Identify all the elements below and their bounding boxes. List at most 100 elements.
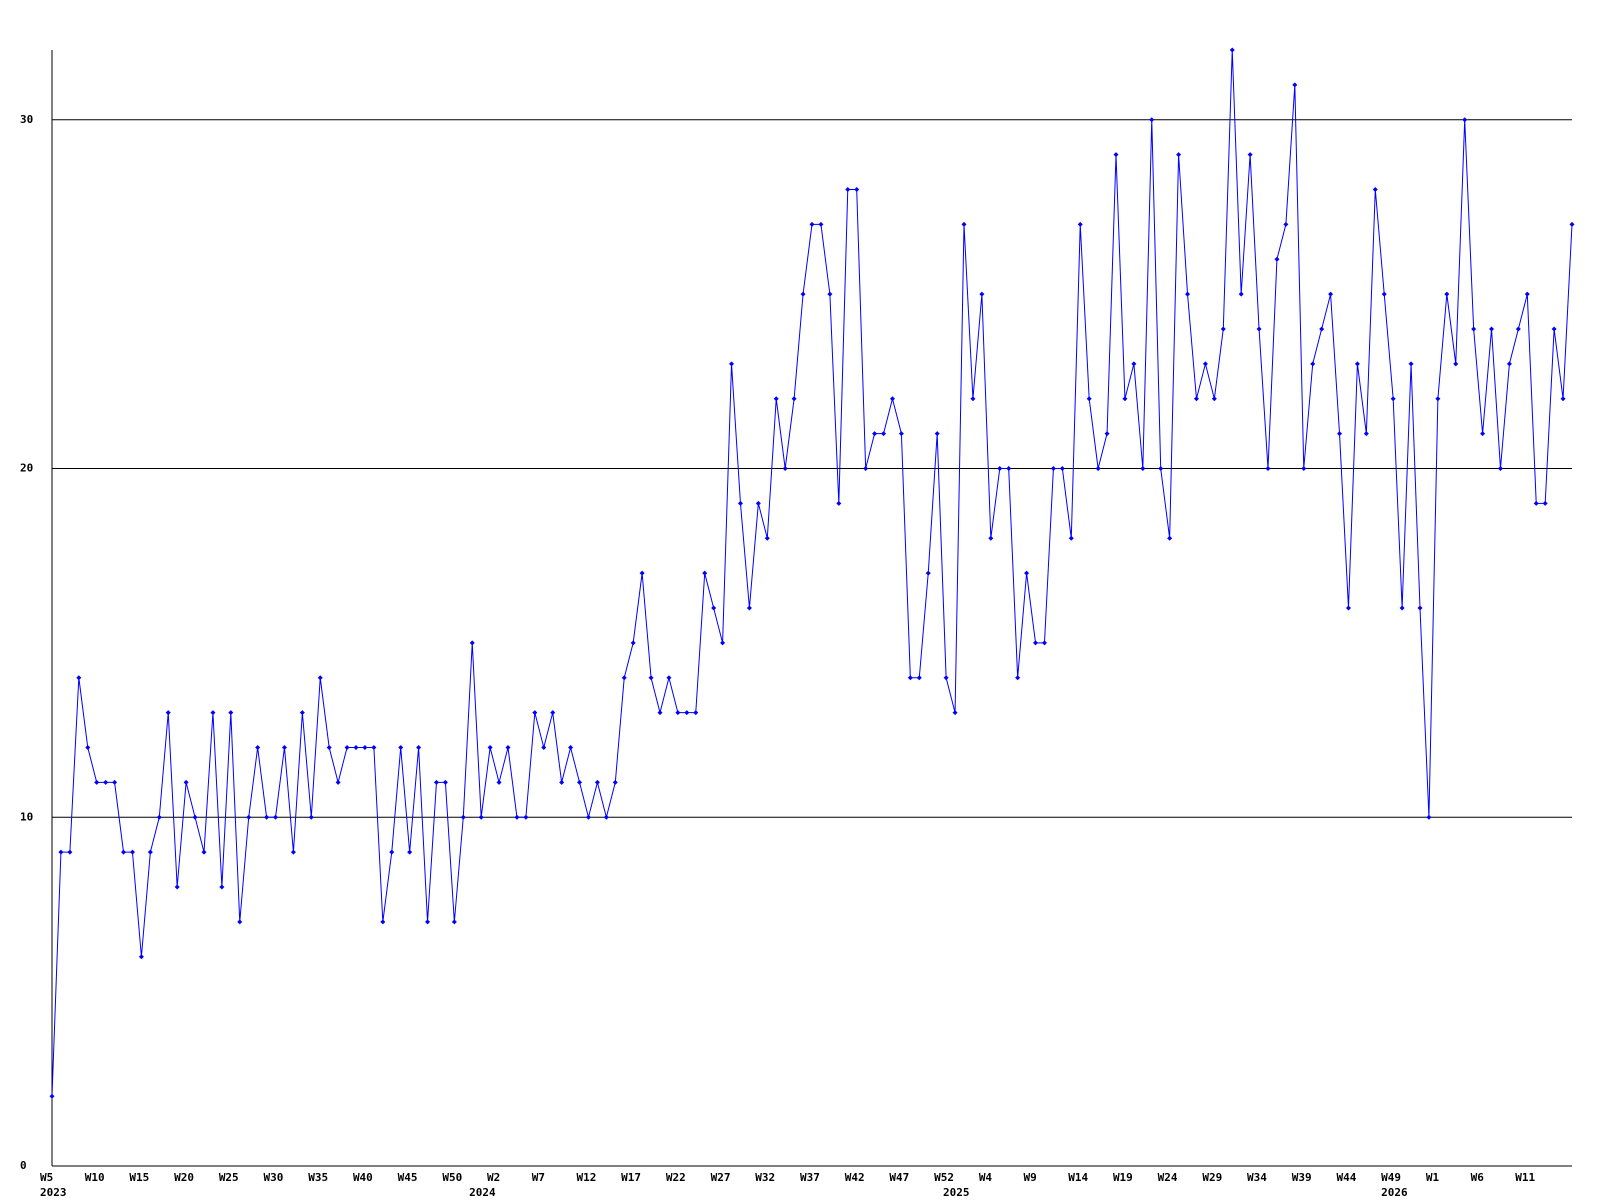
data-point	[764, 535, 770, 541]
x-tick-label: W12	[576, 1171, 596, 1184]
data-point	[129, 849, 135, 855]
data-point	[532, 710, 538, 716]
data-point	[165, 710, 171, 716]
data-point	[1068, 535, 1074, 541]
x-tick-label: W2	[487, 1171, 500, 1184]
data-point	[1426, 814, 1432, 820]
data-point	[559, 779, 565, 785]
x-year-label: 2025	[943, 1186, 970, 1199]
data-point	[693, 710, 699, 716]
x-tick-label: W34	[1247, 1171, 1267, 1184]
x-tick-label: W9	[1024, 1171, 1037, 1184]
data-point	[1390, 396, 1396, 402]
x-tick-label: W35	[308, 1171, 328, 1184]
data-point	[183, 779, 189, 785]
data-point	[1185, 291, 1191, 297]
data-line	[51, 49, 1573, 1097]
x-tick-label: W24	[1158, 1171, 1178, 1184]
data-point	[1140, 466, 1146, 471]
data-point	[845, 187, 851, 192]
data-point	[1220, 326, 1226, 332]
data-point	[103, 779, 109, 785]
data-point	[1283, 221, 1289, 227]
data-point	[487, 745, 493, 750]
data-point	[1041, 640, 1047, 646]
x-tick-label: W5	[40, 1171, 53, 1184]
data-point	[729, 361, 735, 367]
data-point	[872, 431, 878, 437]
data-point	[702, 570, 708, 576]
data-point	[1274, 256, 1280, 262]
data-point	[1354, 361, 1360, 367]
data-point	[603, 814, 609, 820]
data-point	[657, 710, 663, 716]
data-point	[1193, 396, 1199, 402]
x-tick-label: W42	[845, 1171, 865, 1184]
data-point	[782, 466, 788, 471]
data-point	[371, 745, 377, 750]
data-point	[1399, 605, 1405, 611]
data-point	[1506, 361, 1512, 367]
data-point	[1480, 431, 1486, 437]
data-point	[1337, 431, 1343, 437]
x-tick-label: W50	[442, 1171, 462, 1184]
data-point	[1551, 326, 1557, 332]
x-tick-label: W39	[1292, 1171, 1312, 1184]
data-point	[666, 675, 672, 681]
data-point	[1569, 221, 1575, 227]
x-tick-label: W37	[800, 1171, 820, 1184]
data-point	[612, 779, 618, 785]
data-point	[1265, 466, 1271, 471]
data-point	[648, 675, 654, 681]
data-point	[246, 814, 252, 820]
data-point	[1167, 535, 1173, 541]
data-point	[1489, 326, 1495, 332]
x-year-label: 2023	[40, 1186, 67, 1199]
data-point	[460, 814, 466, 820]
x-tick-label: W20	[174, 1171, 194, 1184]
x-tick-label: W11	[1515, 1171, 1535, 1184]
data-point	[979, 291, 985, 297]
data-point	[809, 221, 815, 227]
x-tick-label: W45	[398, 1171, 418, 1184]
x-tick-label: W32	[755, 1171, 775, 1184]
data-point	[1158, 466, 1164, 471]
data-point	[1328, 291, 1334, 297]
data-point	[1238, 291, 1244, 297]
data-point	[585, 814, 591, 820]
data-point	[442, 779, 448, 785]
data-point	[1024, 570, 1030, 576]
data-point	[1229, 47, 1235, 53]
x-tick-label: W52	[934, 1171, 954, 1184]
data-point	[818, 221, 824, 227]
x-tick-label: W19	[1113, 1171, 1133, 1184]
data-point	[1015, 675, 1021, 681]
data-point	[219, 884, 225, 890]
data-point	[854, 187, 860, 192]
data-point	[639, 570, 645, 576]
data-point	[737, 500, 743, 506]
data-point	[1256, 326, 1262, 332]
data-point	[907, 675, 913, 681]
data-point	[791, 396, 797, 402]
data-point	[1319, 326, 1325, 332]
data-point	[1006, 466, 1012, 471]
data-point	[264, 814, 270, 820]
data-point	[290, 849, 296, 855]
x-tick-label: W1	[1426, 1171, 1440, 1184]
data-point	[1104, 431, 1110, 437]
data-point	[1471, 326, 1477, 332]
y-tick-label: 10	[20, 810, 33, 823]
data-point	[1131, 361, 1137, 367]
x-tick-label: W10	[85, 1171, 105, 1184]
data-point	[1363, 431, 1369, 437]
data-point	[335, 779, 341, 785]
data-point	[58, 849, 64, 855]
x-tick-label: W25	[219, 1171, 239, 1184]
data-point	[1095, 466, 1101, 471]
data-point	[1202, 361, 1208, 367]
y-tick-label: 20	[20, 462, 33, 475]
data-point	[228, 710, 234, 716]
data-point	[1345, 605, 1351, 611]
x-tick-label: W40	[353, 1171, 373, 1184]
